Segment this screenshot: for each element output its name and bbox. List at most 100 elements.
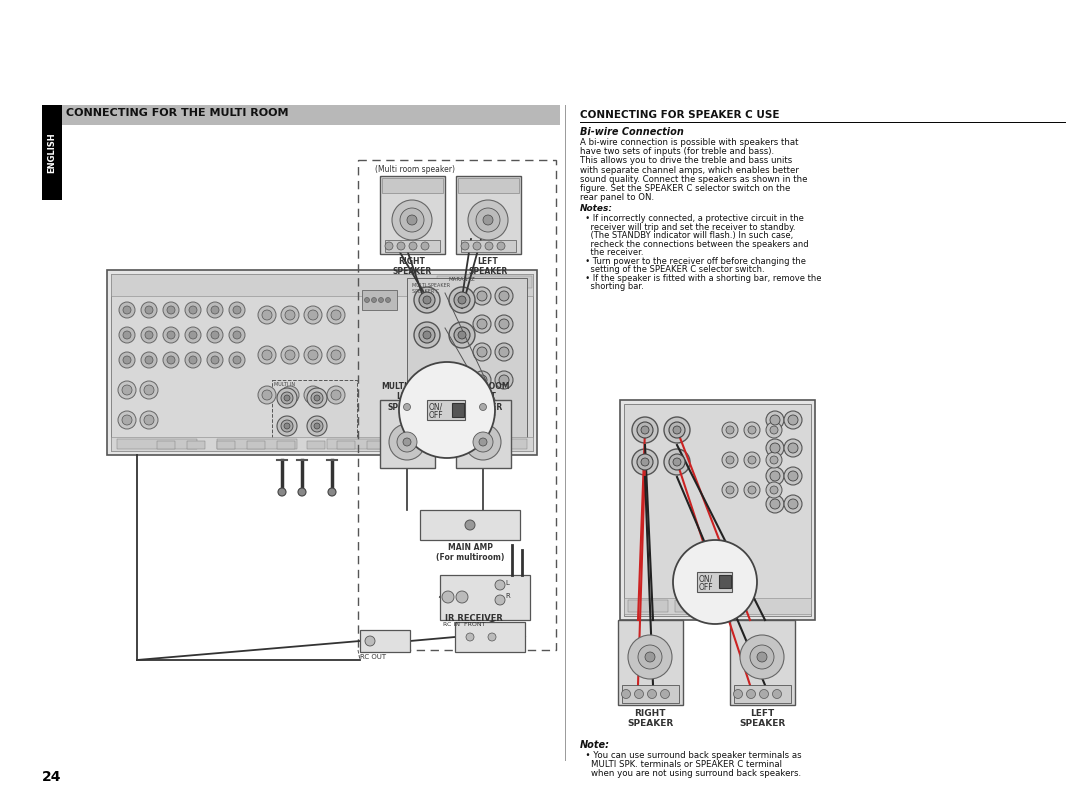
Circle shape	[119, 302, 135, 318]
Circle shape	[642, 458, 649, 466]
Circle shape	[495, 343, 513, 361]
Circle shape	[770, 426, 778, 434]
Circle shape	[673, 426, 681, 434]
Circle shape	[229, 302, 245, 318]
Circle shape	[766, 495, 784, 513]
Text: the receiver.: the receiver.	[580, 248, 644, 257]
Circle shape	[285, 310, 295, 320]
Circle shape	[330, 390, 341, 400]
Circle shape	[233, 356, 241, 364]
Bar	[440, 575, 530, 620]
Text: shorting bar.: shorting bar.	[580, 283, 644, 292]
Text: MAIN AMP
(For multiroom): MAIN AMP (For multiroom)	[436, 543, 504, 562]
Text: (Multi room speaker): (Multi room speaker)	[375, 165, 455, 174]
Circle shape	[281, 346, 299, 364]
Circle shape	[258, 386, 276, 404]
Circle shape	[308, 390, 318, 400]
Circle shape	[372, 297, 377, 303]
Circle shape	[637, 454, 653, 470]
Bar	[675, 600, 715, 612]
Circle shape	[669, 454, 685, 470]
Circle shape	[167, 356, 175, 364]
Circle shape	[281, 386, 299, 404]
Bar	[367, 441, 384, 449]
Circle shape	[661, 690, 670, 698]
Circle shape	[189, 356, 197, 364]
Bar	[476, 402, 490, 412]
Circle shape	[378, 297, 383, 303]
Bar	[437, 276, 532, 288]
Text: • You can use surround back speaker terminals as: • You can use surround back speaker term…	[580, 751, 801, 760]
Circle shape	[421, 242, 429, 250]
Circle shape	[744, 482, 760, 498]
Bar	[730, 620, 795, 705]
Circle shape	[473, 371, 491, 389]
Circle shape	[207, 302, 222, 318]
Circle shape	[473, 432, 492, 452]
Circle shape	[123, 331, 131, 339]
Circle shape	[119, 327, 135, 343]
Bar	[456, 400, 511, 468]
Bar	[622, 685, 679, 703]
Text: • If the speaker is fitted with a shorting bar, remove the: • If the speaker is fitted with a shorti…	[580, 274, 822, 283]
Bar	[111, 274, 534, 451]
Circle shape	[314, 423, 320, 429]
Circle shape	[414, 287, 440, 313]
Circle shape	[784, 411, 802, 429]
Circle shape	[397, 242, 405, 250]
Circle shape	[454, 292, 470, 308]
Circle shape	[185, 302, 201, 318]
Circle shape	[499, 375, 509, 385]
Circle shape	[642, 426, 649, 434]
Circle shape	[123, 356, 131, 364]
Circle shape	[495, 580, 505, 590]
Circle shape	[766, 422, 782, 438]
Circle shape	[473, 287, 491, 305]
Circle shape	[423, 331, 431, 339]
Circle shape	[185, 352, 201, 368]
Text: IR RECEIVER: IR RECEIVER	[445, 614, 503, 623]
Circle shape	[207, 352, 222, 368]
Circle shape	[122, 415, 132, 425]
Circle shape	[397, 432, 417, 452]
Circle shape	[308, 310, 318, 320]
Bar	[455, 622, 525, 652]
Text: LEFT
SPEAKER: LEFT SPEAKER	[739, 709, 785, 728]
Circle shape	[409, 242, 417, 250]
Circle shape	[303, 306, 322, 324]
Text: • If incorrectly connected, a protective circuit in the: • If incorrectly connected, a protective…	[580, 215, 804, 223]
Circle shape	[330, 350, 341, 360]
Circle shape	[748, 486, 756, 494]
Circle shape	[726, 456, 734, 464]
Circle shape	[389, 424, 426, 460]
Circle shape	[327, 306, 345, 324]
Circle shape	[141, 352, 157, 368]
Bar	[407, 278, 527, 447]
Bar	[734, 685, 791, 703]
Circle shape	[423, 296, 431, 304]
Circle shape	[627, 635, 672, 679]
Text: RIGHT
SPEAKER: RIGHT SPEAKER	[626, 709, 673, 728]
Text: 24: 24	[42, 770, 62, 784]
Bar	[107, 270, 537, 455]
Circle shape	[308, 350, 318, 360]
Circle shape	[145, 306, 153, 314]
Text: Note:: Note:	[580, 740, 610, 750]
Circle shape	[468, 200, 508, 240]
Circle shape	[473, 315, 491, 333]
Circle shape	[229, 352, 245, 368]
Bar	[456, 176, 521, 254]
Circle shape	[784, 495, 802, 513]
Circle shape	[495, 287, 513, 305]
Bar	[380, 400, 435, 468]
Circle shape	[118, 381, 136, 399]
Circle shape	[384, 242, 393, 250]
Circle shape	[123, 306, 131, 314]
Text: MULTI SPEAKER
SPEAKER C: MULTI SPEAKER SPEAKER C	[411, 283, 450, 294]
Circle shape	[276, 416, 297, 436]
Circle shape	[419, 292, 435, 308]
Bar	[697, 572, 732, 592]
Text: OFF: OFF	[699, 583, 714, 592]
Circle shape	[456, 591, 468, 603]
Bar	[420, 510, 519, 540]
